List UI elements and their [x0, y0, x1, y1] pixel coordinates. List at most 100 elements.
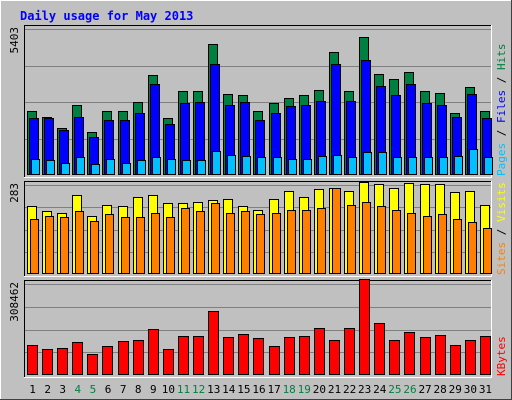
- bar-visits-sites-sites-day-25: [392, 210, 401, 274]
- bar-kbytes-kbytes-day-5: [87, 354, 98, 375]
- bar-hits-files-pages-pages-day-15: [242, 156, 251, 175]
- legend: KBytes: [495, 336, 508, 376]
- x-tick-label-4: 4: [75, 383, 82, 396]
- x-tick-label-5: 5: [90, 383, 97, 396]
- bar-hits-files-pages-pages-day-16: [257, 157, 266, 175]
- x-tick-label-18: 18: [283, 383, 296, 396]
- bar-hits-files-pages-pages-day-4: [76, 157, 85, 175]
- y-axis-max-label: 5403: [8, 27, 21, 54]
- bar-visits-sites-sites-day-7: [121, 217, 130, 274]
- y-axis-max-label: 283: [8, 183, 21, 203]
- bar-visits-sites-sites-day-13: [211, 203, 220, 274]
- bar-kbytes-kbytes-day-11: [178, 336, 189, 375]
- bar-visits-sites-sites-day-10: [166, 217, 175, 274]
- bar-visits-sites-sites-day-6: [105, 214, 114, 274]
- x-tick-label-26: 26: [403, 383, 416, 396]
- bar-visits-sites-sites-day-2: [45, 216, 54, 274]
- bar-kbytes-kbytes-day-10: [163, 349, 174, 375]
- bar-kbytes-kbytes-day-18: [284, 337, 295, 375]
- x-tick-label-20: 20: [313, 383, 326, 396]
- x-tick-label-1: 1: [29, 383, 36, 396]
- bar-visits-sites-sites-day-20: [317, 208, 326, 274]
- x-tick-label-28: 28: [434, 383, 447, 396]
- bar-visits-sites-sites-day-18: [287, 210, 296, 274]
- bar-visits-sites-sites-day-22: [347, 205, 356, 274]
- bar-hits-files-pages-pages-day-19: [303, 159, 312, 175]
- bar-kbytes-kbytes-day-16: [253, 338, 264, 375]
- bar-kbytes-kbytes-day-19: [299, 336, 310, 375]
- x-tick-label-6: 6: [105, 383, 112, 396]
- bar-visits-sites-sites-day-21: [332, 188, 341, 274]
- x-tick-label-24: 24: [373, 383, 387, 396]
- bar-hits-files-pages-pages-day-10: [167, 159, 176, 175]
- bar-kbytes-kbytes-day-30: [465, 340, 476, 375]
- bar-kbytes-kbytes-day-25: [389, 340, 400, 375]
- chart-title: Daily usage for May 2013: [20, 9, 193, 23]
- bar-visits-sites-sites-day-17: [272, 213, 281, 274]
- bar-hits-files-pages-pages-day-9: [152, 157, 161, 175]
- x-tick-label-8: 8: [135, 383, 142, 396]
- panel-kbytes: 308462 KBytes: [8, 279, 508, 378]
- legend-item-0: Pages: [495, 143, 508, 176]
- bar-hits-files-pages-pages-day-8: [137, 160, 146, 175]
- x-tick-label-25: 25: [388, 383, 401, 396]
- x-tick-label-19: 19: [298, 383, 311, 396]
- legend-item-2: Visits: [495, 182, 508, 222]
- bar-hits-files-pages-pages-day-12: [197, 160, 206, 175]
- bar-visits-sites-sites-day-4: [75, 211, 84, 274]
- x-tick-label-12: 12: [192, 383, 205, 396]
- bar-kbytes-kbytes-day-29: [450, 345, 461, 375]
- bar-visits-sites-sites-day-24: [377, 206, 386, 274]
- bar-visits-sites-sites-day-28: [438, 214, 447, 274]
- x-tick-label-2: 2: [44, 383, 51, 396]
- bar-kbytes-kbytes-day-23: [359, 279, 370, 375]
- bar-hits-files-pages-pages-day-22: [348, 157, 357, 175]
- x-tick-label-17: 17: [267, 383, 280, 396]
- x-tick-label-13: 13: [207, 383, 220, 396]
- bar-hits-files-pages-pages-day-24: [378, 152, 387, 175]
- bar-hits-files-pages-pages-day-13: [212, 151, 221, 175]
- bar-kbytes-kbytes-day-24: [374, 323, 385, 375]
- bar-hits-files-pages-pages-day-3: [61, 163, 70, 175]
- bar-kbytes-kbytes-day-6: [102, 346, 113, 375]
- bar-kbytes-kbytes-day-4: [72, 342, 83, 375]
- bar-hits-files-pages-pages-day-14: [227, 155, 236, 175]
- legend-item-0: KBytes: [495, 336, 508, 376]
- bar-kbytes-kbytes-day-17: [269, 346, 280, 375]
- bar-kbytes-kbytes-day-22: [344, 328, 355, 375]
- bar-visits-sites-sites-day-30: [468, 222, 477, 274]
- bar-visits-sites-sites-day-3: [60, 217, 69, 274]
- bar-kbytes-kbytes-day-14: [223, 337, 234, 375]
- bar-kbytes-kbytes-day-3: [57, 348, 68, 375]
- bar-hits-files-pages-pages-day-28: [439, 157, 448, 175]
- bar-kbytes-kbytes-day-28: [435, 335, 446, 375]
- bar-visits-sites-sites-day-19: [302, 210, 311, 274]
- bar-hits-files-pages-pages-day-18: [288, 159, 297, 175]
- legend-item-0: Sites: [495, 242, 508, 275]
- bar-hits-files-pages-pages-day-20: [318, 156, 327, 175]
- bar-visits-sites-sites-day-12: [196, 211, 205, 274]
- bar-visits-sites-sites-day-14: [226, 213, 235, 274]
- bar-visits-sites-sites-day-31: [483, 228, 492, 274]
- legend-item-3: /: [495, 70, 508, 90]
- bar-hits-files-pages-pages-day-31: [484, 157, 493, 175]
- bar-hits-files-pages-pages-day-26: [408, 157, 417, 175]
- bar-visits-sites-sites-day-11: [181, 208, 190, 274]
- legend-item-1: /: [495, 123, 508, 143]
- x-tick-label-27: 27: [418, 383, 431, 396]
- bar-kbytes-kbytes-day-7: [118, 341, 129, 375]
- bar-kbytes-kbytes-day-8: [133, 340, 144, 375]
- bar-kbytes-kbytes-day-12: [193, 336, 204, 375]
- x-tick-label-11: 11: [177, 383, 190, 396]
- bar-visits-sites-sites-day-27: [423, 216, 432, 274]
- bar-hits-files-pages-pages-day-21: [333, 155, 342, 175]
- bar-hits-files-pages-pages-day-27: [424, 157, 433, 175]
- x-tick-label-14: 14: [222, 383, 236, 396]
- bar-kbytes-kbytes-day-15: [238, 334, 249, 375]
- x-tick-label-16: 16: [252, 383, 265, 396]
- bar-visits-sites-sites-day-29: [453, 219, 462, 274]
- legend-item-1: /: [495, 222, 508, 242]
- x-tick-label-22: 22: [343, 383, 356, 396]
